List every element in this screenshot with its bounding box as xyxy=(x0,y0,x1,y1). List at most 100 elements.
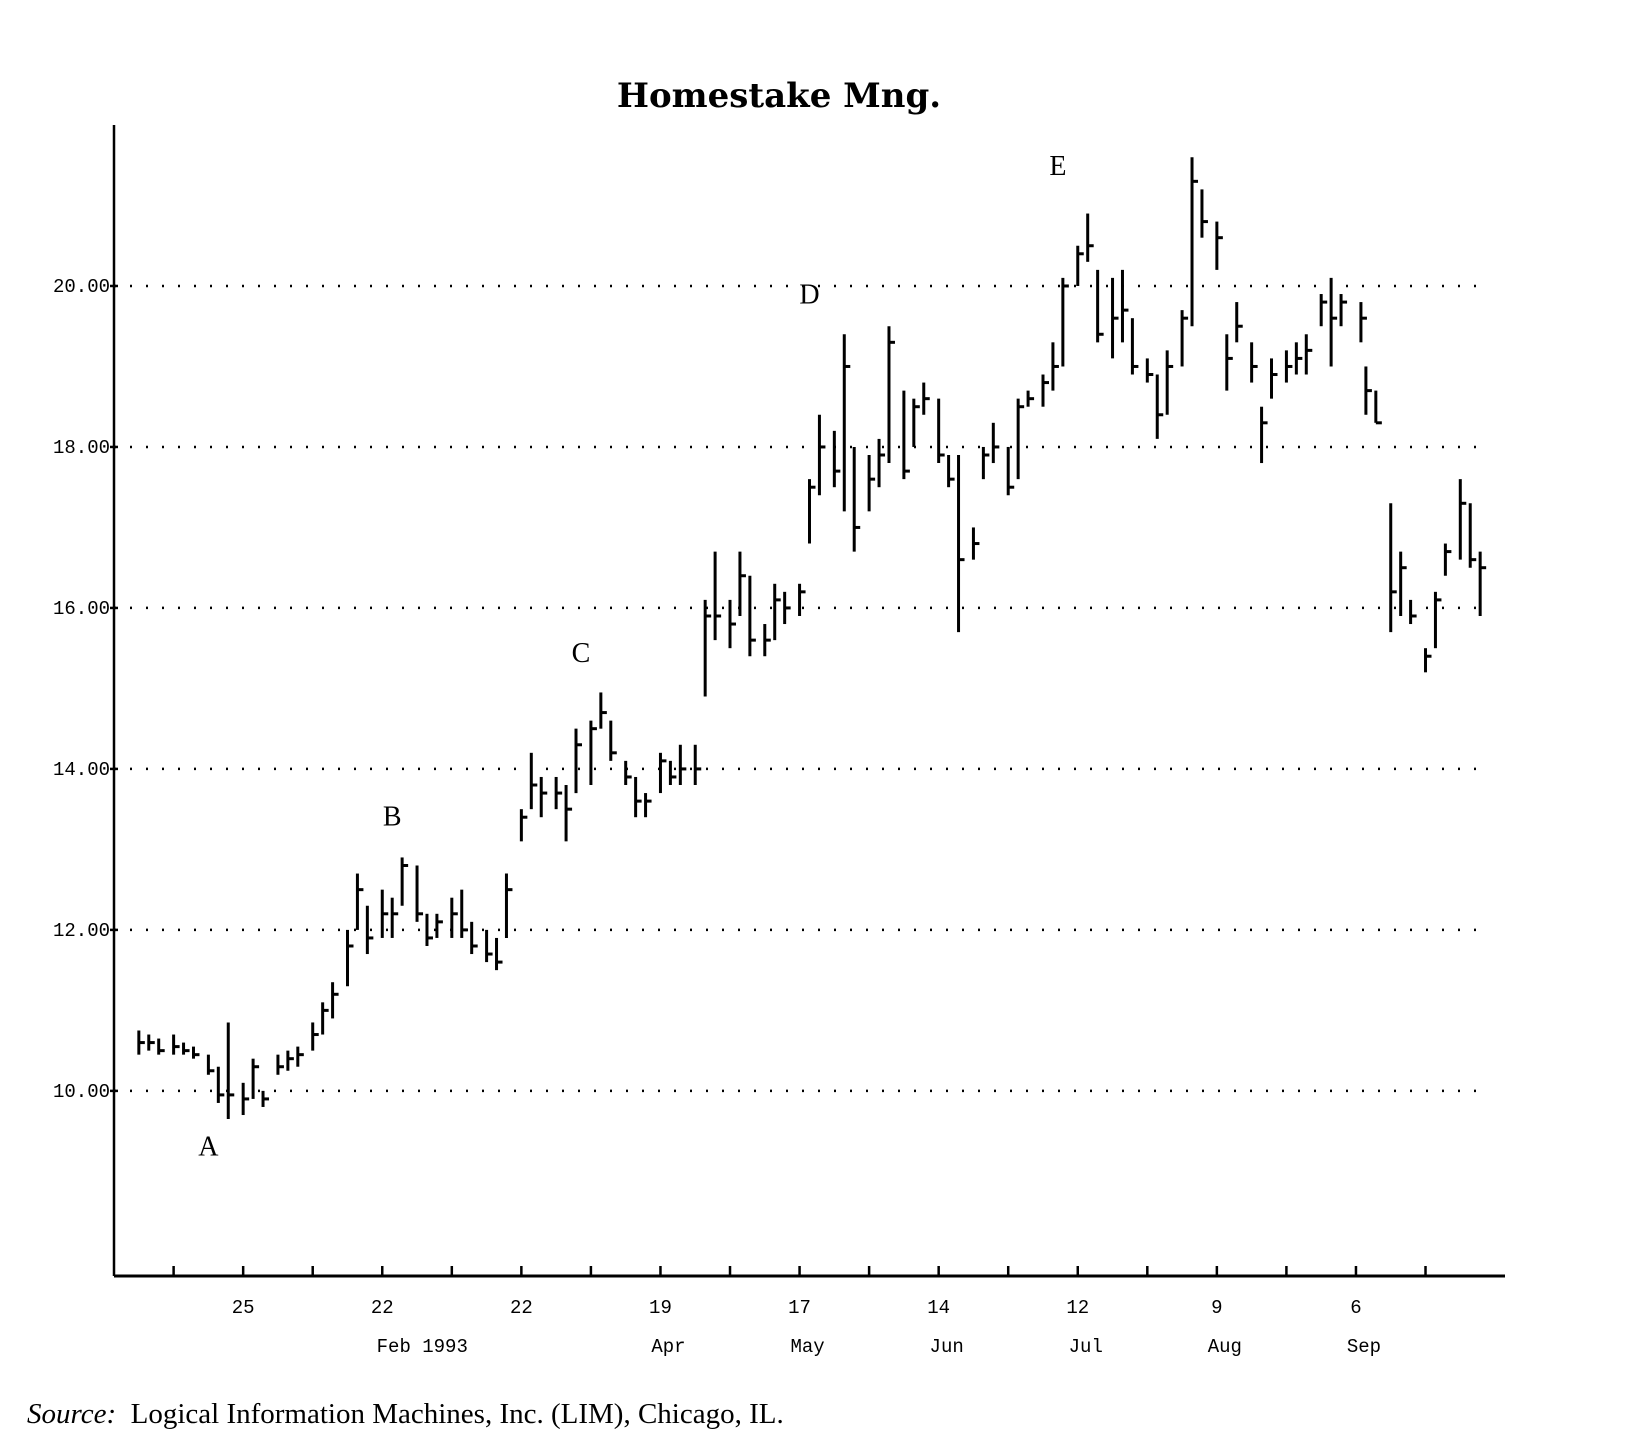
price-bar xyxy=(172,1034,180,1055)
price-bar xyxy=(703,599,712,697)
price-bar xyxy=(241,1082,250,1116)
x-tick-label: 12 xyxy=(1066,1297,1089,1319)
price-bar xyxy=(554,776,563,810)
annotation-label: D xyxy=(799,280,819,311)
price-bar xyxy=(589,720,597,786)
x-tick-label: 9 xyxy=(1211,1297,1222,1319)
price-bar xyxy=(1200,189,1208,238)
price-bar xyxy=(1086,213,1094,262)
price-bar xyxy=(937,398,945,464)
price-bar xyxy=(947,455,955,488)
price-bar xyxy=(296,1046,304,1067)
price-bar xyxy=(798,583,806,616)
x-month-label: Sep xyxy=(1347,1336,1381,1358)
price-bar xyxy=(1096,269,1104,343)
price-bar xyxy=(519,809,528,842)
price-bar xyxy=(1165,350,1174,415)
price-bar xyxy=(1443,543,1452,576)
price-bar xyxy=(182,1042,190,1055)
x-tick-label: 22 xyxy=(510,1297,533,1319)
chart-title: Homestake Mng. xyxy=(617,76,941,116)
price-bar xyxy=(1359,302,1367,343)
price-bar xyxy=(539,776,548,818)
price-bar xyxy=(355,873,364,930)
price-bar xyxy=(1399,551,1407,616)
price-bar xyxy=(981,446,990,480)
source-text: Logical Information Machines, Inc. (LIM)… xyxy=(130,1398,784,1430)
price-bar xyxy=(1458,479,1467,560)
price-bar xyxy=(1270,358,1278,399)
price-bar xyxy=(460,889,468,938)
price-bars xyxy=(137,157,1487,1120)
price-bar xyxy=(286,1050,294,1071)
price-bar xyxy=(668,760,677,786)
y-tick-label: 16.00 xyxy=(53,598,110,620)
price-bar xyxy=(867,455,876,512)
x-month-label: Jun xyxy=(930,1336,964,1358)
y-tick-label: 12.00 xyxy=(53,920,110,942)
price-bar xyxy=(321,1002,329,1035)
price-bar xyxy=(877,438,886,488)
axes xyxy=(110,125,1505,1278)
annotations: A B C D E xyxy=(198,151,1066,1162)
price-bar xyxy=(1424,648,1432,673)
price-bar xyxy=(1041,374,1049,407)
price-bar xyxy=(1120,269,1129,343)
y-tick-label: 10.00 xyxy=(53,1081,110,1103)
price-bar xyxy=(1478,551,1487,616)
price-bar xyxy=(1364,366,1372,415)
price-bar xyxy=(1329,277,1338,367)
price-bar xyxy=(1319,294,1328,327)
x-month-label: Aug xyxy=(1208,1336,1242,1358)
price-bar xyxy=(624,760,632,786)
price-bar xyxy=(1130,318,1139,375)
x-month-label: May xyxy=(790,1336,824,1358)
price-bar xyxy=(808,479,816,544)
price-bar xyxy=(1215,221,1223,270)
price-bar xyxy=(1180,310,1189,367)
price-bar xyxy=(599,692,607,729)
price-bar xyxy=(1250,342,1258,383)
price-bar xyxy=(1076,245,1084,286)
x-month-label: Apr xyxy=(651,1336,685,1358)
price-bar xyxy=(1235,302,1243,343)
price-bar xyxy=(276,1054,284,1075)
price-bar xyxy=(991,422,1000,464)
annotation-label: C xyxy=(572,638,591,669)
price-bar xyxy=(912,398,920,447)
price-bar xyxy=(1339,294,1348,327)
price-bar xyxy=(1294,342,1303,375)
price-bar xyxy=(738,551,746,616)
price-bar xyxy=(658,752,667,794)
price-bar xyxy=(1006,446,1015,496)
x-tick-labels: 25 22 Feb 1993 22 19 Apr 17 May 14 Jun 12 Jul 9 Aug 6 S… xyxy=(232,1297,1381,1358)
price-bar xyxy=(1284,350,1293,383)
price-bar xyxy=(529,752,538,810)
gridlines xyxy=(114,284,1490,1093)
price-bar xyxy=(957,455,965,633)
price-bar xyxy=(216,1066,225,1103)
price-bar xyxy=(1304,334,1313,375)
price-bar xyxy=(922,382,930,415)
price-bar xyxy=(1111,277,1119,359)
x-month-label: Feb 1993 xyxy=(377,1336,468,1358)
price-bar xyxy=(415,865,424,922)
price-bar xyxy=(1433,591,1442,649)
price-bar xyxy=(1026,390,1035,407)
x-tick-label: 17 xyxy=(788,1297,811,1319)
price-bar xyxy=(365,905,374,955)
price-bar xyxy=(435,913,443,938)
annotation-label: E xyxy=(1049,151,1066,182)
source-note: Source: Logical Information Machines, In… xyxy=(27,1398,784,1431)
source-label: Source: xyxy=(27,1398,117,1430)
price-bar xyxy=(311,1022,319,1051)
price-bar xyxy=(1155,374,1164,439)
price-bar xyxy=(1389,503,1397,633)
price-bar xyxy=(852,446,861,552)
price-bar xyxy=(1409,599,1417,625)
price-bar xyxy=(748,575,756,657)
x-tick-label: 14 xyxy=(927,1297,950,1319)
price-bar xyxy=(1190,157,1199,327)
price-bar xyxy=(971,527,980,560)
